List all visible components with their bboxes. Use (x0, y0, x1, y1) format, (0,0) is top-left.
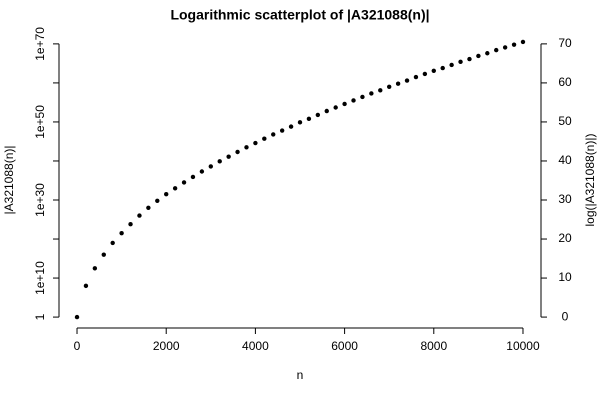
point (458, 59, 463, 65)
point (297, 120, 303, 125)
point (92, 266, 98, 271)
point (440, 65, 445, 71)
point (288, 124, 294, 129)
x-tick-label: 2000 (153, 339, 180, 353)
point (413, 74, 419, 80)
y2-axis-label: log(|A321088(n)|) (583, 134, 597, 227)
point (128, 221, 133, 227)
y2-tick-label: 60 (558, 75, 572, 89)
point (172, 186, 178, 191)
point (306, 116, 312, 122)
point (164, 191, 169, 197)
y-axis-label: |A321088(n)| (2, 146, 16, 215)
point (101, 252, 106, 257)
point (360, 94, 365, 100)
point (74, 314, 80, 320)
point (83, 283, 89, 289)
point (137, 213, 142, 218)
point (351, 98, 356, 103)
point (181, 180, 187, 185)
point (485, 51, 490, 56)
point (476, 53, 481, 59)
point (333, 105, 338, 110)
y2-tick-label: 20 (558, 231, 572, 245)
point (502, 45, 508, 50)
x-tick-label: 6000 (331, 339, 358, 353)
y-tick-label: 1e+70 (33, 27, 47, 61)
point (395, 81, 401, 86)
point (342, 101, 347, 107)
point (226, 154, 231, 159)
point (378, 88, 383, 93)
point (199, 169, 205, 174)
point (431, 68, 436, 74)
point (271, 132, 276, 137)
point (208, 164, 214, 169)
y-tick-label: 1 (33, 313, 47, 320)
y-tick-label: 1e+30 (33, 183, 47, 217)
y2-tick-label: 70 (558, 36, 572, 50)
point (190, 174, 196, 180)
point (494, 47, 499, 53)
point (315, 112, 321, 118)
point (449, 62, 454, 68)
y-tick-label: 1e+10 (33, 261, 47, 295)
point (279, 128, 285, 133)
point (217, 159, 222, 164)
point (520, 39, 526, 45)
point (253, 140, 258, 146)
point (235, 149, 240, 155)
point (262, 136, 267, 141)
point (110, 240, 115, 246)
x-tick-label: 10000 (506, 339, 540, 353)
chart-title: Logarithmic scatterplot of |A321088(n)| (170, 7, 429, 23)
x-axis-label: n (297, 368, 304, 382)
point (119, 230, 124, 236)
y2-tick-label: 10 (558, 270, 572, 284)
point (422, 71, 428, 77)
point (386, 84, 392, 90)
point (404, 78, 410, 83)
point (369, 91, 374, 96)
y2-tick-label: 40 (558, 153, 572, 167)
x-tick-label: 8000 (420, 339, 447, 353)
y2-tick-label: 50 (558, 114, 572, 128)
y2-tick-label: 0 (562, 309, 569, 323)
point (155, 198, 160, 203)
point (324, 108, 329, 114)
x-tick-label: 4000 (242, 339, 269, 353)
point (467, 56, 472, 62)
y-tick-label: 1e+50 (33, 105, 47, 139)
point (146, 205, 151, 211)
point (511, 42, 517, 47)
point (244, 145, 249, 150)
y2-tick-label: 30 (558, 192, 572, 206)
x-tick-label: 0 (74, 339, 81, 353)
